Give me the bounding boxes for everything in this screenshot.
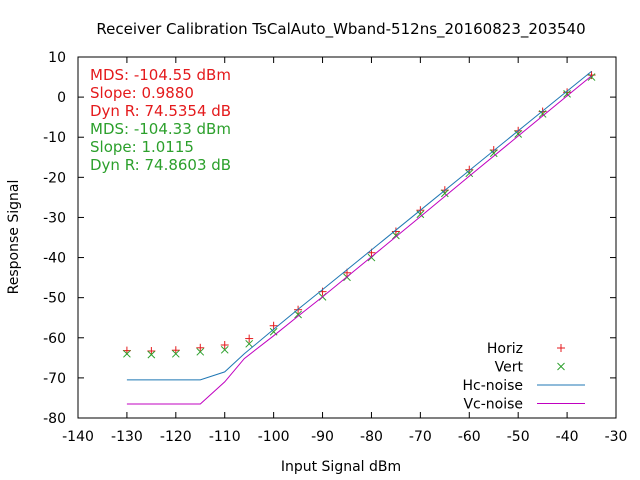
y-tick-label: -10 <box>43 130 66 146</box>
y-tick-label: -80 <box>43 411 66 427</box>
y-tick-label: -40 <box>43 251 66 267</box>
point-marker <box>147 350 156 359</box>
point-marker <box>489 149 498 158</box>
legend-label-horiz: Horiz <box>487 341 523 357</box>
x-tick-label: -60 <box>458 429 481 445</box>
ticks-layer: -140 -130 -120 -110 -100 -90 -80 -70 -60 -50 -40 -3… <box>43 50 627 445</box>
data-point-vert <box>587 73 596 81</box>
point-marker <box>123 349 131 358</box>
point-marker <box>587 73 596 81</box>
data-point-horiz <box>269 321 278 330</box>
y-axis-title: Response Signal <box>6 180 22 295</box>
y-tick-label: -60 <box>43 331 66 347</box>
data-point-vert <box>147 350 156 359</box>
annotation-line: MDS: -104.33 dBm <box>90 120 231 138</box>
data-point-vert <box>245 339 254 348</box>
y-tick-label: -50 <box>43 291 66 307</box>
data-point-vert <box>123 349 131 358</box>
x-axis-title: Input Signal dBm <box>281 459 401 475</box>
x-tick-label: -90 <box>311 429 334 445</box>
y-tick-label: 10 <box>48 50 66 66</box>
point-marker <box>392 231 400 240</box>
point-marker <box>220 345 229 354</box>
series-vc-noise <box>126 75 592 405</box>
x-tick-label: -130 <box>111 429 143 445</box>
data-point-vert <box>514 130 523 138</box>
data-point-horiz <box>391 227 400 236</box>
annotation-line: Dyn R: 74.5354 dB <box>90 102 231 120</box>
annotation-line: Dyn R: 74.8603 dB <box>90 156 231 174</box>
data-point-vert <box>563 90 571 98</box>
y-tick-label: -30 <box>43 210 66 226</box>
data-point-horiz <box>147 347 156 356</box>
point-marker <box>245 339 254 348</box>
point-marker <box>514 130 523 138</box>
legend-swatch-vert <box>557 362 565 371</box>
data-point-vert <box>220 345 229 354</box>
chart-title: Receiver Calibration TsCalAuto_Wband-512… <box>96 20 585 39</box>
legend-label-vc-noise: Vc-noise <box>463 397 523 413</box>
point-marker <box>416 210 425 219</box>
y-tick-label: -20 <box>43 170 66 186</box>
data-point-vert <box>489 149 498 158</box>
series-line-hc-noise <box>126 71 592 381</box>
data-point-vert <box>465 169 474 178</box>
x-tick-label: -110 <box>209 429 241 445</box>
x-tick-label: -120 <box>160 429 192 445</box>
x-tick-label: -50 <box>507 429 530 445</box>
data-point-horiz <box>196 343 205 352</box>
data-point-horiz <box>171 346 180 355</box>
data-point-vert <box>440 189 449 198</box>
point-marker <box>440 189 449 198</box>
plot-frame <box>77 56 617 419</box>
point-marker <box>563 90 571 98</box>
y-tick-label: -70 <box>43 371 66 387</box>
series-line-vc-noise <box>126 75 592 405</box>
point-marker <box>196 347 205 356</box>
x-tick-label: -100 <box>258 429 290 445</box>
data-point-vert <box>392 231 400 240</box>
point-marker <box>171 349 180 358</box>
point-marker <box>465 169 474 178</box>
x-tick-label: -30 <box>605 429 628 445</box>
x-tick-label: -140 <box>62 429 94 445</box>
data-point-vert <box>294 310 302 319</box>
point-marker <box>269 327 278 336</box>
legend-marker <box>557 362 565 371</box>
point-marker <box>538 110 547 118</box>
point-marker <box>294 310 302 319</box>
annotation-line: MDS: -104.55 dBm <box>90 66 231 84</box>
data-point-horiz <box>465 165 474 174</box>
legend-swatch-horiz <box>557 344 565 352</box>
data-point-horiz <box>563 88 572 97</box>
y-tick-label: 0 <box>57 90 66 106</box>
annotation-line: Slope: 1.0115 <box>90 138 194 156</box>
legend-label-hc-noise: Hc-noise <box>462 378 523 394</box>
data-point-vert <box>196 347 205 356</box>
x-tick-label: -40 <box>556 429 579 445</box>
annotation-line: Slope: 0.9880 <box>90 84 194 102</box>
data-point-vert <box>538 110 547 118</box>
legend: Horiz Vert Hc-noise Vc-noise <box>462 341 585 413</box>
series-hc-noise <box>126 71 592 381</box>
x-tick-label: -70 <box>409 429 432 445</box>
x-tick-label: -80 <box>360 429 383 445</box>
data-point-vert <box>171 349 180 358</box>
data-point-horiz <box>220 340 229 349</box>
data-point-horiz <box>245 334 254 343</box>
series-layer <box>122 71 596 405</box>
legend-label-vert: Vert <box>495 360 524 376</box>
